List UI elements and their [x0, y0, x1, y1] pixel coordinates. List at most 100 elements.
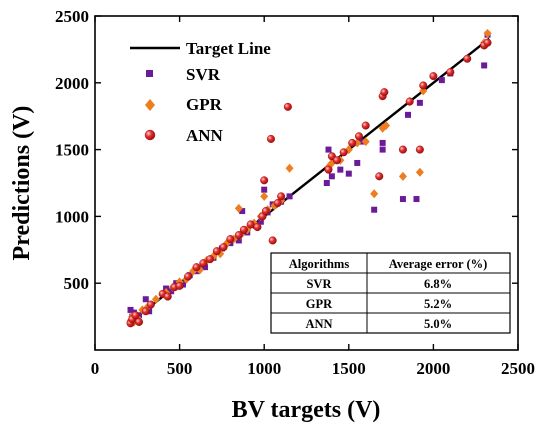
ann-point [375, 172, 384, 181]
error-table-header-average-error: Average error (%) [389, 257, 488, 271]
svr-point [405, 111, 412, 118]
error-table-cell-gpr-error: 5.2% [424, 297, 452, 311]
x-tick-label: 2000 [416, 359, 450, 378]
error-table-cell-svr: SVR [306, 277, 332, 291]
svr-point [239, 208, 246, 215]
error-table-cell-gpr: GPR [306, 297, 333, 311]
gpr-point [234, 203, 243, 213]
svr-point [257, 218, 264, 225]
x-tick-label: 1000 [247, 359, 281, 378]
ann-point [239, 225, 248, 234]
gpr-point [260, 191, 269, 201]
ann-point [483, 38, 492, 47]
svr-point [379, 139, 386, 146]
svr-point [323, 180, 330, 186]
gpr-point [382, 121, 391, 131]
gpr-point [151, 294, 160, 304]
legend-label-ann: ANN [186, 126, 224, 145]
tick-labels: 0 500 1000 1500 2000 2500 500 1000 1500 2000 2500 [55, 7, 535, 378]
ann-point [219, 243, 228, 252]
legend-svr-swatch [146, 70, 153, 77]
ann-point [206, 255, 215, 264]
ann-point [261, 207, 270, 216]
svr-point [127, 306, 134, 313]
svr-point [328, 173, 335, 180]
ann-point [268, 236, 277, 245]
ann-point [380, 88, 389, 97]
ann-point [419, 81, 428, 90]
ann-point [415, 145, 424, 154]
svr-point [142, 296, 149, 303]
legend-label-gpr: GPR [186, 95, 223, 114]
error-table-cell-ann-error: 5.0% [424, 317, 452, 331]
svr-point [173, 280, 180, 287]
error-table-cell-ann: ANN [305, 317, 332, 331]
plot-frame [94, 15, 519, 351]
ann-point [277, 192, 286, 201]
ann-point [354, 132, 363, 141]
gpr-point [483, 28, 492, 38]
ann-point [175, 281, 184, 290]
gpr-point [398, 171, 407, 181]
svr-point [354, 159, 361, 166]
ann-point [405, 97, 414, 106]
data-points [126, 28, 492, 328]
ann-point [463, 54, 472, 63]
ann-point [283, 102, 292, 111]
ann-point [184, 272, 193, 281]
ann-point [260, 176, 269, 185]
ann-point [234, 231, 243, 240]
ann-point [246, 220, 255, 229]
x-tick-label: 1500 [332, 359, 366, 378]
gpr-point [370, 189, 379, 199]
error-table-cell-svr-error: 6.8% [424, 277, 452, 291]
ann-point [146, 300, 155, 309]
ann-point [429, 72, 438, 81]
error-table: Algorithms Average error (%) SVR 6.8% GP… [270, 252, 511, 334]
svr-point [399, 196, 406, 203]
legend-label-target-line: Target Line [186, 39, 271, 58]
gpr-point [285, 163, 294, 173]
legend-ann-swatch [144, 129, 156, 141]
y-tick-label: 2500 [55, 7, 89, 26]
ann-point [131, 311, 140, 320]
svr-point [168, 288, 175, 295]
svr-point [261, 186, 268, 193]
ann-point [134, 317, 143, 326]
svr-point [481, 62, 488, 69]
y-tick-label: 2000 [55, 74, 89, 93]
svr-point [416, 99, 423, 106]
svr-point [438, 77, 445, 84]
svr-point [325, 146, 332, 153]
y-tick-label: 500 [64, 274, 90, 293]
svr-point [337, 166, 344, 173]
ann-point [361, 121, 370, 130]
ann-point [253, 223, 262, 232]
y-tick-label: 1000 [55, 207, 89, 226]
y-axis-title: Predictions (V) [9, 106, 35, 261]
ann-point [339, 148, 348, 157]
series-ann [126, 38, 492, 328]
legend-gpr-swatch [145, 99, 155, 111]
x-tick-label: 2500 [501, 359, 535, 378]
ann-point [199, 259, 208, 268]
y-tick-label: 1500 [55, 141, 89, 160]
svr-point [379, 146, 386, 153]
legend: Target Line SVR GPR ANN [130, 39, 271, 145]
ann-point [348, 138, 357, 147]
ann-point [163, 292, 172, 301]
ann-point [398, 145, 407, 154]
svr-point [286, 193, 293, 200]
ann-point [324, 165, 333, 174]
ann-point [141, 307, 150, 316]
ann-point [226, 235, 235, 244]
ann-point [273, 199, 282, 208]
x-tick-label: 0 [91, 359, 100, 378]
x-tick-label: 500 [167, 359, 193, 378]
ann-point [192, 263, 201, 272]
ann-point [446, 68, 455, 77]
svr-point [201, 264, 208, 271]
ann-point [266, 134, 275, 143]
svr-point [371, 206, 378, 213]
